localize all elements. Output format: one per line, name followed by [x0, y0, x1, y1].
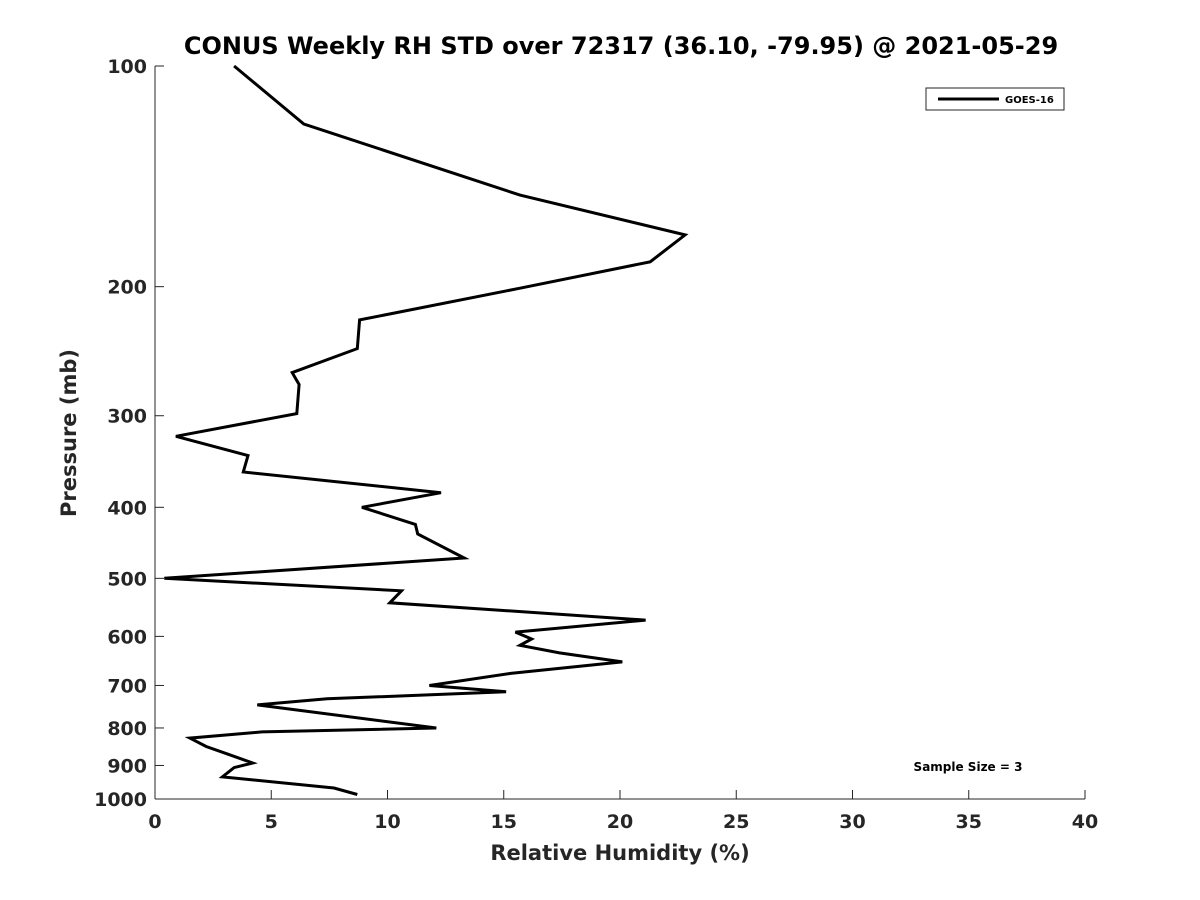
x-axis-title: Relative Humidity (%)	[490, 841, 749, 865]
y-ticks: 100 200 300 400 500 600 700 800 900 1000	[94, 56, 164, 811]
legend-label: GOES-16	[1005, 95, 1054, 106]
x-tick-label: 30	[839, 811, 865, 833]
y-tick-label: 200	[107, 277, 147, 299]
x-tick-label: 0	[148, 811, 161, 833]
y-tick-label: 700	[107, 675, 147, 697]
x-tick-label: 15	[491, 811, 517, 833]
y-tick-label: 400	[107, 497, 147, 519]
x-tick-label: 5	[265, 811, 278, 833]
x-tick-label: 35	[956, 811, 982, 833]
x-tick-label: 25	[723, 811, 749, 833]
x-tick-label: 10	[374, 811, 400, 833]
legend: GOES-16	[925, 87, 1065, 111]
chart-title: CONUS Weekly RH STD over 72317 (36.10, -…	[184, 32, 1058, 60]
sample-size-annotation: Sample Size = 3	[914, 760, 1023, 774]
plot-lines	[164, 64, 689, 796]
y-tick-label: 300	[107, 406, 147, 428]
y-axis-title: Pressure (mb)	[57, 349, 81, 517]
y-tick-label: 500	[107, 568, 147, 590]
y-tick-label: 600	[107, 626, 147, 648]
x-tick-label: 40	[1072, 811, 1098, 833]
x-tick-label: 20	[607, 811, 633, 833]
series-line	[164, 64, 689, 796]
y-tick-label: 800	[107, 718, 147, 740]
y-tick-label: 900	[107, 755, 147, 777]
y-tick-label: 1000	[94, 789, 147, 811]
y-tick-label: 100	[107, 56, 147, 78]
x-ticks: 0 5 10 15 20 25 30 35 40	[148, 790, 1098, 833]
